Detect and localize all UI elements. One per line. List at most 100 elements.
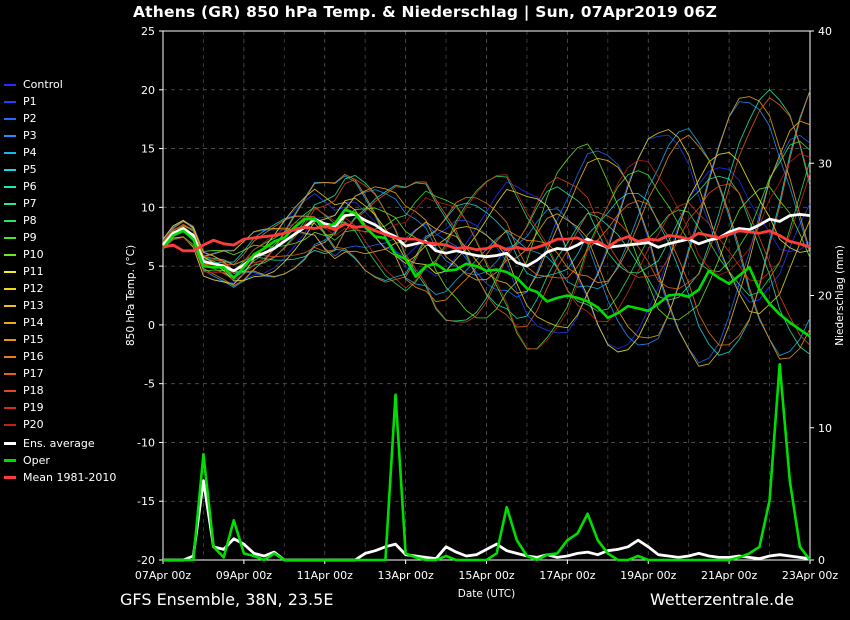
legend-item: P9	[4, 229, 116, 246]
x-tick-label: 11Apr 00z	[297, 569, 354, 582]
legend-swatch	[4, 372, 16, 375]
x-tick-label: 15Apr 00z	[458, 569, 515, 582]
member-line-p15	[162, 134, 811, 360]
legend-label: P12	[23, 282, 44, 295]
legend-swatch	[4, 406, 16, 409]
series-line-oper	[161, 208, 811, 338]
legend-swatch	[4, 236, 16, 239]
legend-label: P7	[23, 197, 37, 210]
y-tick-label: -20	[137, 554, 155, 567]
legend-swatch	[4, 389, 16, 392]
legend: Control P1 P2 P3 P4 P5 P6 P7 P8 P9 P10 P11 P12 P13 P14…	[4, 76, 116, 486]
legend-label: P16	[23, 350, 44, 363]
legend-item: P5	[4, 161, 116, 178]
legend-item: P7	[4, 195, 116, 212]
y2-tick-label: 30	[818, 157, 832, 170]
member-line-p18	[162, 176, 811, 346]
legend-label: P4	[23, 146, 37, 159]
member-line-p20	[162, 153, 811, 350]
legend-item: P1	[4, 93, 116, 110]
member-line-p14	[162, 96, 811, 339]
grid	[163, 31, 810, 560]
legend-label: P10	[23, 248, 44, 261]
legend-swatch	[4, 117, 16, 120]
legend-label: P3	[23, 129, 37, 142]
legend-label: Ens. average	[23, 437, 95, 450]
x-axis-label: Date (UTC)	[458, 588, 515, 600]
legend-item: P10	[4, 246, 116, 263]
member-line-p2	[162, 134, 811, 364]
legend-label: P11	[23, 265, 44, 278]
legend-item: Mean 1981-2010	[4, 469, 116, 486]
series-line-oper-precip	[163, 362, 812, 562]
tick-labels: 25 20 15 10 5 0 -5 -10 -15 -20 40 30 20 10 0 07Apr 00z 0…	[125, 25, 846, 600]
legend-swatch	[4, 151, 16, 154]
y-tick-label: 20	[141, 84, 155, 97]
legend-item: Ens. average	[4, 435, 116, 452]
legend-item: P12	[4, 280, 116, 297]
legend-label: P9	[23, 231, 37, 244]
y-tick-label: 5	[148, 260, 155, 273]
y2-tick-label: 40	[818, 25, 832, 38]
legend-item: P18	[4, 382, 116, 399]
legend-swatch	[4, 476, 16, 479]
x-tick-label: 23Apr 00z	[782, 569, 839, 582]
series-line-ens-average	[161, 212, 811, 273]
legend-label: Oper	[23, 454, 50, 467]
member-line-p5	[162, 90, 811, 356]
x-tick-label: 09Apr 00z	[216, 569, 273, 582]
legend-swatch	[4, 459, 16, 462]
x-tick-label: 13Apr 00z	[377, 569, 434, 582]
legend-item: P11	[4, 263, 116, 280]
legend-swatch	[4, 134, 16, 137]
legend-label: Mean 1981-2010	[23, 471, 117, 484]
legend-item: P14	[4, 314, 116, 331]
y-tick-label: -5	[144, 378, 155, 391]
y-tick-label: -10	[137, 436, 155, 449]
legend-swatch	[4, 185, 16, 188]
legend-item: P3	[4, 127, 116, 144]
footer-brand: Wetterzentrale.de	[650, 590, 795, 609]
legend-item: P4	[4, 144, 116, 161]
y-tick-label: 0	[148, 319, 155, 332]
y2-tick-label: 0	[818, 554, 825, 567]
y-tick-label: 10	[141, 201, 155, 214]
legend-swatch	[4, 442, 16, 445]
legend-swatch	[4, 202, 16, 205]
y2-axis-label: Niederschlag (mm)	[834, 245, 846, 346]
legend-label: P15	[23, 333, 44, 346]
legend-label: P6	[23, 180, 37, 193]
legend-item: P13	[4, 297, 116, 314]
member-line-p12	[162, 128, 811, 329]
member-line-p16	[162, 90, 811, 346]
y-tick-label: 15	[141, 143, 155, 156]
y-tick-label: 25	[141, 25, 155, 38]
member-line-control	[162, 167, 811, 350]
x-tick-label: 21Apr 00z	[701, 569, 758, 582]
footer-model-info: GFS Ensemble, 38N, 23.5E	[120, 590, 334, 609]
y2-tick-label: 20	[818, 290, 832, 303]
y-tick-label: -15	[137, 495, 155, 508]
y-axis-label: 850 hPa Temp. (°C)	[125, 245, 137, 346]
legend-swatch	[4, 100, 16, 103]
legend-swatch	[4, 423, 16, 426]
x-tick-label: 07Apr 00z	[135, 569, 192, 582]
legend-swatch	[4, 338, 16, 341]
legend-item: P15	[4, 331, 116, 348]
legend-label: P17	[23, 367, 44, 380]
legend-item: Oper	[4, 452, 116, 469]
legend-swatch	[4, 253, 16, 256]
legend-item: Control	[4, 76, 116, 93]
chart-title: Athens (GR) 850 hPa Temp. & Niederschlag…	[132, 3, 718, 21]
member-line-p7	[162, 174, 811, 355]
x-tick-label: 19Apr 00z	[620, 569, 677, 582]
legend-item: P19	[4, 399, 116, 416]
legend-swatch	[4, 219, 16, 222]
series-line-mean-1981-2010	[162, 222, 811, 253]
legend-swatch	[4, 168, 16, 171]
legend-label: P18	[23, 384, 44, 397]
member-line-p11	[162, 152, 811, 353]
legend-label: P2	[23, 112, 37, 125]
legend-swatch	[4, 270, 16, 273]
legend-item: P16	[4, 348, 116, 365]
